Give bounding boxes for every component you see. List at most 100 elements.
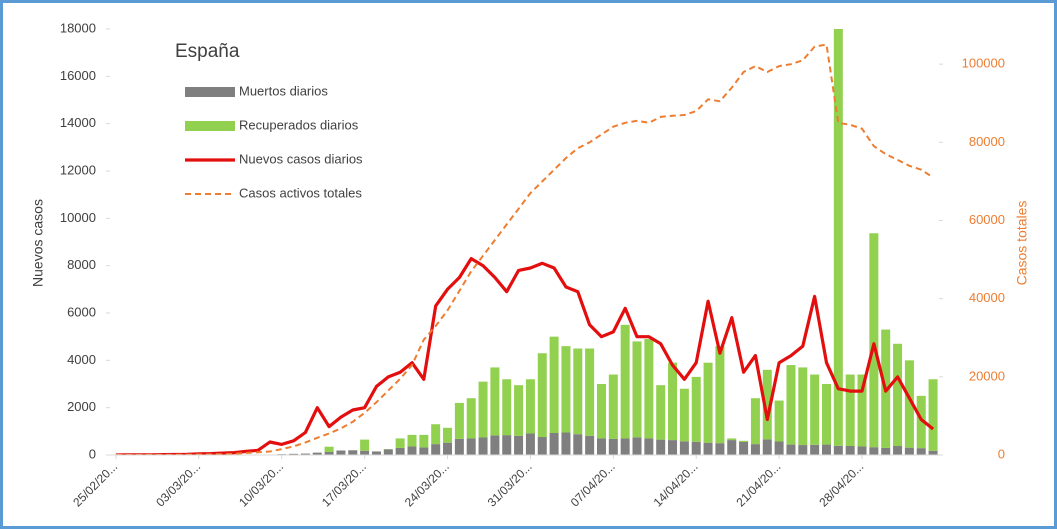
dashed-line: [115, 43, 934, 455]
bar-segment: [596, 384, 606, 439]
bar-segment: [750, 398, 760, 445]
bar-segment: [821, 444, 831, 455]
bar-segment: [869, 447, 879, 455]
y2-tick-label: 0: [998, 446, 1005, 461]
x-tick-label: 03/03/20...: [153, 459, 203, 509]
bar-segment: [549, 336, 559, 433]
y2-tick-label: 80000: [969, 134, 1005, 149]
bar-segment: [703, 362, 713, 443]
y2-tick-label: 20000: [969, 368, 1005, 383]
bar-segment: [821, 384, 831, 445]
x-tick-label: 17/03/20...: [319, 459, 369, 509]
y-tick-label: 14000: [60, 115, 96, 130]
bar-segment: [810, 444, 820, 455]
bar-segment: [549, 432, 559, 455]
legend-label: Muertos diarios: [239, 83, 328, 98]
bar-segment: [632, 437, 642, 455]
bar-segment: [395, 447, 405, 455]
bar-segment: [620, 324, 630, 439]
bar-segment: [928, 379, 938, 451]
bar-segment: [407, 434, 417, 447]
bar-segment: [786, 444, 796, 455]
bar-segment: [371, 451, 381, 455]
bar-segment: [916, 395, 926, 449]
bar-segment: [490, 435, 500, 455]
bar-segment: [739, 440, 749, 442]
y-tick-label: 4000: [67, 352, 96, 367]
bar-segment: [798, 445, 808, 455]
legend-title: España: [175, 41, 240, 62]
bar-segment: [715, 443, 725, 455]
x-tick-label: 10/03/20...: [236, 459, 286, 509]
bar-segment: [798, 367, 808, 446]
bar-segment: [525, 433, 535, 455]
bar-segment: [419, 447, 429, 455]
y-tick-label: 18000: [60, 20, 96, 35]
bar-segment: [466, 398, 476, 439]
bar-segment: [786, 365, 796, 445]
bar-segment: [336, 450, 346, 455]
y-tick-label: 2000: [67, 399, 96, 414]
bar-segment: [573, 348, 583, 435]
y-tick-label: 8000: [67, 257, 96, 272]
bar-segment: [893, 343, 903, 447]
y-tick-label: 12000: [60, 162, 96, 177]
x-tick-label: 07/04/20...: [568, 459, 618, 509]
bar-segment: [656, 385, 666, 440]
bar-segment: [869, 233, 879, 448]
bar-segment: [585, 435, 595, 455]
bar-segment: [561, 346, 571, 433]
x-tick-label: 31/03/20...: [485, 459, 535, 509]
bar-segment: [727, 438, 737, 441]
bar-segment: [525, 379, 535, 434]
bar-segment: [833, 29, 843, 446]
legend-swatch: [185, 87, 235, 97]
bar-segment: [608, 438, 618, 455]
y-tick-label: 16000: [60, 68, 96, 83]
bar-segment: [727, 440, 737, 455]
bar-segment: [656, 439, 666, 455]
x-tick-label: 21/04/20...: [733, 459, 783, 509]
bar-segment: [514, 385, 524, 436]
x-tick-label: 24/03/20...: [402, 459, 452, 509]
y2-tick-label: 40000: [969, 290, 1005, 305]
bar-segment: [691, 376, 701, 442]
bar-segment: [585, 348, 595, 436]
bar-segment: [703, 442, 713, 455]
bar-segment: [857, 374, 867, 447]
bar-segment: [596, 438, 606, 455]
legend-label: Nuevos casos diarios: [239, 151, 363, 166]
lines: [115, 43, 935, 455]
bar-segment: [443, 442, 453, 455]
bars: [194, 29, 938, 455]
bar-segment: [644, 339, 654, 439]
bar-segment: [502, 379, 512, 436]
legend-swatch: [185, 121, 235, 131]
bar-segment: [928, 450, 938, 455]
y-axis-label: Nuevos casos: [30, 199, 46, 287]
bar-segment: [573, 434, 583, 455]
bar-segment: [360, 439, 370, 451]
bar-segment: [289, 453, 299, 455]
bar-segment: [502, 435, 512, 455]
bar-segment: [348, 450, 358, 455]
bar-segment: [454, 402, 464, 439]
bar-segment: [904, 360, 914, 448]
bar-segment: [715, 346, 725, 444]
y-tick-label: 0: [89, 446, 96, 461]
bar-segment: [466, 438, 476, 455]
bar-segment: [774, 400, 784, 442]
bar-segment: [691, 441, 701, 455]
bar-segment: [324, 446, 334, 452]
bar-segment: [478, 381, 488, 438]
bar-segment: [857, 446, 867, 455]
bar-segment: [443, 427, 453, 443]
bar-segment: [454, 438, 464, 455]
chart: Nuevos casos Casos totales España Muerto…: [30, 20, 1030, 509]
bar-segment: [537, 437, 547, 455]
bar-segment: [300, 453, 310, 455]
bar-segment: [668, 440, 678, 455]
bar-segment: [881, 447, 891, 455]
legend: España Muertos diarios Recuperados diario…: [175, 41, 363, 200]
